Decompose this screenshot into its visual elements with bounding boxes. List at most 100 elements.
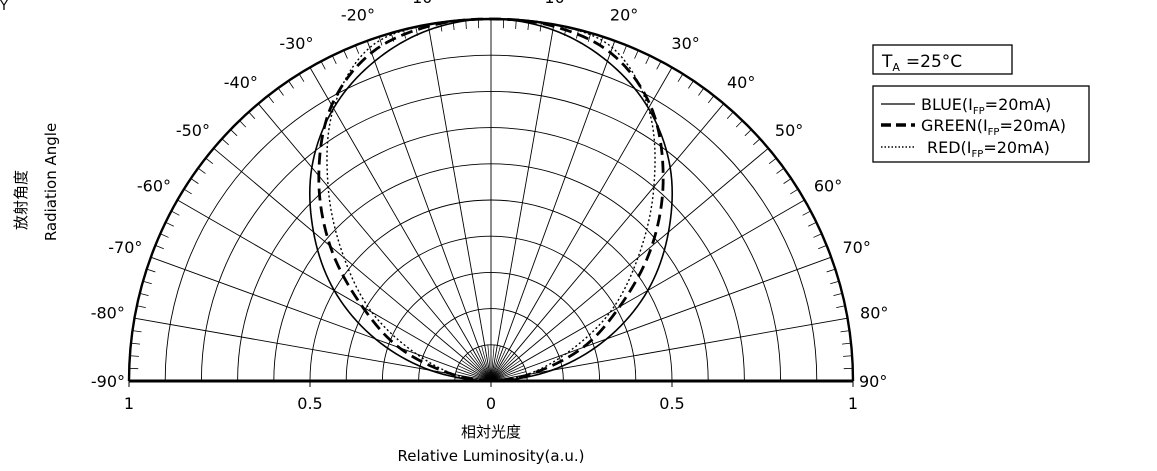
svg-text:RED(IFP=20mA): RED(IFP=20mA)	[927, 138, 1050, 160]
rim-tick	[826, 268, 836, 273]
angle-tick-label: 0°	[482, 0, 500, 1]
rim-tick	[698, 87, 705, 96]
rim-tick	[726, 111, 734, 119]
rim-tick	[744, 129, 752, 137]
rim-tick	[622, 45, 627, 54]
angle-tick-label: -50°	[176, 121, 210, 140]
grid-minor-spoke	[490, 359, 521, 382]
rim-tick	[587, 32, 592, 42]
radial-tick-label: 1	[848, 394, 858, 413]
rim-tick	[707, 95, 715, 104]
grid-spoke	[490, 40, 616, 382]
legend-label-red: RED(I	[927, 138, 972, 157]
rim-tick	[768, 157, 777, 165]
grid-minor-spoke	[461, 359, 492, 382]
legend-sub-green: FP	[988, 127, 1000, 138]
grid-minor-spoke	[490, 371, 527, 382]
grid-minor-spoke	[490, 355, 517, 382]
radial-tick-label: 0.5	[297, 394, 322, 413]
rim-tick	[355, 45, 360, 54]
grid-minor-spoke	[469, 351, 492, 382]
angle-tick-label: -90°	[91, 372, 125, 391]
grid-spoke	[490, 256, 832, 382]
angle-tick-label: -20°	[341, 5, 375, 24]
rim-tick	[843, 355, 853, 357]
rim-tick	[129, 355, 139, 357]
angle-tick-label: 30°	[671, 34, 699, 53]
rim-tick	[320, 61, 326, 70]
rim-tick	[171, 210, 180, 216]
rim-tick	[132, 330, 142, 333]
rim-tick	[288, 80, 294, 89]
grid-spoke	[134, 317, 492, 382]
grid-spoke	[257, 103, 492, 382]
rim-tick	[830, 280, 840, 285]
rim-tick	[298, 73, 305, 82]
rim-tick	[840, 330, 850, 333]
legend-item-red: RED(IFP=20mA)	[881, 138, 1050, 160]
rim-tick	[688, 80, 694, 89]
angle-tick-label: -30°	[279, 34, 313, 53]
grid-spoke	[213, 147, 492, 382]
legend-tail-red: =20mA)	[983, 138, 1050, 157]
legend-sub-red: FP	[972, 149, 984, 160]
grid-minor-spoke	[490, 348, 507, 382]
grid-spoke	[150, 256, 492, 382]
legend-item-blue: BLUE(IFP=20mA)	[881, 95, 1051, 117]
radial-tick-label: 1	[124, 394, 134, 413]
grid-minor-spoke	[490, 345, 501, 382]
grid-spoke	[490, 147, 769, 382]
angle-tick-label: 50°	[775, 121, 803, 140]
corner-text: Y	[0, 0, 8, 14]
angle-tick-label: -40°	[224, 73, 258, 92]
rim-tick	[656, 61, 662, 70]
legend-label-green: GREEN(I	[921, 116, 988, 135]
legend: BLUE(IFP=20mA) GREEN(IFP=20mA) RED(IFP=2…	[872, 85, 1090, 163]
radial-tick-labels: 1 0.5 0 0.5 1	[124, 394, 858, 413]
rim-tick	[790, 188, 799, 195]
x-axis-label-en: Relative Luminosity(a.u.)	[397, 447, 584, 465]
rim-tick	[735, 120, 743, 128]
rim-tick	[183, 188, 192, 195]
rim-tick	[833, 293, 843, 297]
radial-tick-label: 0	[486, 394, 496, 413]
rim-tick	[267, 95, 275, 104]
rim-tick	[146, 268, 156, 273]
angle-tick-label: -80°	[91, 303, 125, 322]
rim-tick	[197, 167, 206, 174]
rim-tick	[645, 55, 651, 64]
angle-tick-label: 10°	[544, 0, 572, 7]
svg-text:TA=25°C: TA =25°C	[881, 52, 962, 74]
rim-tick	[677, 73, 684, 82]
grid-minor-spoke	[490, 351, 513, 382]
angle-tick-label: -60°	[137, 176, 171, 195]
angle-tick-label: 70°	[843, 238, 871, 257]
rim-tick	[190, 178, 199, 184]
rim-tick	[136, 305, 146, 309]
grid-spoke	[490, 103, 725, 382]
grid-minor-spoke	[458, 365, 492, 382]
rim-tick	[818, 245, 827, 250]
rim-tick	[160, 233, 169, 238]
grid-minor-spoke	[475, 348, 492, 382]
radial-tick-label: 0.5	[659, 394, 684, 413]
legend-tail-blue: =20mA)	[985, 95, 1052, 114]
rim-tick	[277, 87, 284, 96]
rim-tick	[539, 22, 542, 32]
rim-tick	[331, 55, 337, 64]
rim-tick	[239, 120, 247, 128]
legend-label-blue: BLUE(I	[921, 95, 973, 114]
ambient-temperature-box: TA =25°C	[872, 44, 1013, 75]
grid-minor-spoke	[490, 344, 495, 382]
angle-tick-label: -70°	[108, 238, 142, 257]
angle-tick-labels: -90° -80° -70° -60° -50° -40° -30° -20° -10° 0° 10…	[91, 0, 889, 391]
grid-minor-spoke	[481, 345, 492, 382]
rim-tick	[205, 157, 214, 165]
grid-minor-spoke	[465, 355, 492, 382]
rim-tick	[808, 221, 817, 227]
rim-tick	[221, 138, 229, 146]
rim-tick	[230, 129, 238, 137]
grid-spoke	[427, 24, 492, 382]
ambient-subscript: A	[892, 61, 900, 74]
